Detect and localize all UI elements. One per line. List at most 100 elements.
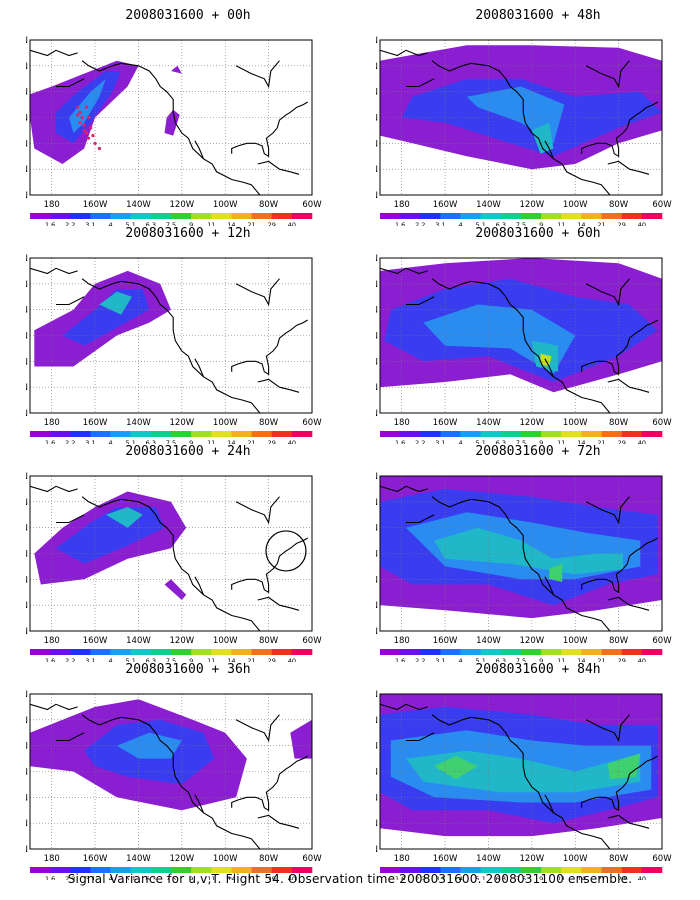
colorbar-swatch: [130, 649, 152, 655]
lon-tick-label: 80W: [259, 418, 279, 428]
flight-track-point: [82, 128, 86, 133]
colorbar-swatch: [231, 649, 252, 655]
flight-track-point: [84, 105, 88, 109]
lon-tick-label: 140W: [476, 200, 501, 210]
colorbar-swatch: [191, 867, 212, 873]
colorbar-swatch: [641, 213, 663, 219]
lat-tick-label: 40N: [26, 550, 28, 560]
lon-tick-label: 120W: [170, 636, 195, 646]
coastline: [30, 49, 78, 57]
colorbar-swatch: [420, 431, 441, 437]
colorbar-label: 11: [207, 657, 215, 662]
lon-tick-label: 140W: [126, 200, 151, 210]
coastline: [231, 755, 308, 812]
panel-title: 2008031600 + 60h: [475, 226, 601, 241]
colorbar-label: 9: [189, 439, 193, 444]
colorbar-swatch: [380, 867, 401, 873]
colorbar-swatch: [561, 213, 582, 219]
colorbar-swatch: [291, 431, 313, 437]
lat-tick-label: 10N: [376, 191, 378, 201]
colorbar-swatch: [171, 431, 192, 437]
variance-contour: [171, 65, 182, 74]
coastline: [544, 140, 555, 160]
colorbar-swatch: [110, 867, 132, 873]
colorbar-swatch: [211, 649, 232, 655]
panel-title: 2008031600 + 72h: [475, 444, 601, 459]
lat-tick-label: 60N: [376, 716, 378, 726]
colorbar-label: 7.5: [166, 657, 176, 662]
forecast-map: 70N 60N 50N 40N 30N 20N 10N 180 160W 140W 120W 100W…: [26, 690, 322, 880]
coastline: [581, 755, 658, 812]
panel-title: 2008031600 + 84h: [475, 662, 601, 677]
colorbar-swatch: [521, 213, 542, 219]
variance-contour: [164, 109, 180, 136]
colorbar-label: 6.3: [146, 221, 156, 226]
colorbar-swatch: [480, 431, 502, 437]
lon-tick-label: 100W: [563, 200, 588, 210]
colorbar-label: 2.2: [65, 875, 75, 880]
colorbar-swatch: [561, 649, 582, 655]
coastline: [380, 49, 428, 57]
coastline: [544, 576, 555, 596]
coastline: [585, 278, 630, 307]
colorbar-swatch: [211, 431, 232, 437]
colorbar-swatch: [601, 867, 623, 873]
colorbar-swatch: [90, 867, 111, 873]
panel-title: 2008031600 + 36h: [125, 662, 251, 677]
coastline: [81, 496, 261, 631]
colorbar-swatch: [70, 867, 91, 873]
lat-tick-label: 30N: [26, 139, 28, 149]
colorbar-label: 6.3: [496, 439, 506, 444]
colorbar-swatch: [521, 649, 542, 655]
colorbar-label: 14: [577, 221, 585, 226]
colorbar-swatch: [30, 649, 51, 655]
colorbar-swatch: [380, 649, 401, 655]
colorbar-swatch: [440, 649, 461, 655]
lon-tick-label: 60W: [302, 200, 322, 210]
colorbar-swatch: [641, 431, 663, 437]
colorbar-swatch: [211, 867, 232, 873]
coastline: [257, 814, 300, 829]
colorbar-label: 21: [597, 657, 605, 662]
coastline: [235, 496, 280, 525]
colorbar-swatch: [70, 649, 91, 655]
map-frame: [379, 475, 663, 632]
lat-tick-label: 10N: [26, 191, 28, 201]
colorbar-label: 9: [539, 439, 543, 444]
colorbar-label: 40: [288, 657, 296, 662]
coastline: [380, 267, 428, 275]
coastline: [235, 278, 280, 307]
colorbar-swatch: [581, 649, 602, 655]
colorbar-label: 7.5: [166, 221, 176, 226]
colorbar-label: 29: [618, 221, 626, 226]
lon-tick-label: 180: [44, 854, 60, 864]
colorbar-label: 3.1: [85, 657, 95, 662]
colorbar-swatch: [231, 213, 252, 219]
map-frame: [29, 39, 313, 196]
colorbar-label: 7.5: [516, 439, 526, 444]
colorbar-swatch: [251, 431, 273, 437]
colorbar-swatch: [90, 649, 111, 655]
colorbar-label: 5.1: [476, 221, 486, 226]
coastline: [431, 278, 611, 413]
lon-tick-label: 120W: [170, 200, 195, 210]
lon-tick-label: 140W: [476, 418, 501, 428]
lat-tick-label: 20N: [26, 383, 28, 393]
map-panel-2: 2008031600 + 12h 70N 60N 50N 40N 30N 20N 10N 180…: [26, 226, 370, 444]
coastline: [607, 160, 650, 175]
lat-tick-label: 50N: [26, 524, 28, 534]
lat-tick-label: 70N: [376, 690, 378, 700]
colorbar-label: 21: [247, 657, 255, 662]
colorbar-swatch: [191, 213, 212, 219]
colorbar-label: 11: [207, 439, 215, 444]
coastline: [431, 496, 611, 631]
lat-tick-label: 40N: [376, 114, 378, 124]
flight-track-point: [97, 146, 102, 151]
colorbar-label: 9: [189, 221, 193, 226]
colorbar-label: 21: [597, 439, 605, 444]
colorbar-swatch: [521, 431, 542, 437]
coastline: [607, 378, 650, 393]
colorbar-label: 2.2: [415, 875, 425, 880]
forecast-map: 70N 60N 50N 40N 30N 20N 10N 180 160W 140W 120W 100W…: [376, 36, 672, 226]
lat-tick-label: 30N: [376, 357, 378, 367]
